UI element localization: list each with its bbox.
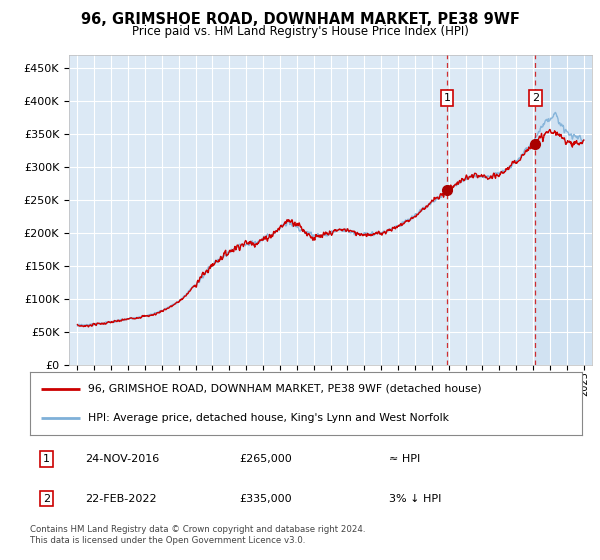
Text: 2: 2	[532, 93, 539, 103]
Text: Price paid vs. HM Land Registry's House Price Index (HPI): Price paid vs. HM Land Registry's House …	[131, 25, 469, 38]
Text: £265,000: £265,000	[240, 454, 293, 464]
Text: 24-NOV-2016: 24-NOV-2016	[85, 454, 160, 464]
Text: 96, GRIMSHOE ROAD, DOWNHAM MARKET, PE38 9WF (detached house): 96, GRIMSHOE ROAD, DOWNHAM MARKET, PE38 …	[88, 384, 482, 394]
Text: 1: 1	[443, 93, 451, 103]
Text: ≈ HPI: ≈ HPI	[389, 454, 420, 464]
Text: 2: 2	[43, 494, 50, 503]
Text: £335,000: £335,000	[240, 494, 292, 503]
Text: HPI: Average price, detached house, King's Lynn and West Norfolk: HPI: Average price, detached house, King…	[88, 413, 449, 423]
Text: 3% ↓ HPI: 3% ↓ HPI	[389, 494, 441, 503]
Text: 22-FEB-2022: 22-FEB-2022	[85, 494, 157, 503]
Bar	[535, 55, 592, 365]
Text: 1: 1	[43, 454, 50, 464]
Text: Contains HM Land Registry data © Crown copyright and database right 2024.
This d: Contains HM Land Registry data © Crown c…	[30, 525, 365, 545]
Text: 96, GRIMSHOE ROAD, DOWNHAM MARKET, PE38 9WF: 96, GRIMSHOE ROAD, DOWNHAM MARKET, PE38 …	[80, 12, 520, 27]
